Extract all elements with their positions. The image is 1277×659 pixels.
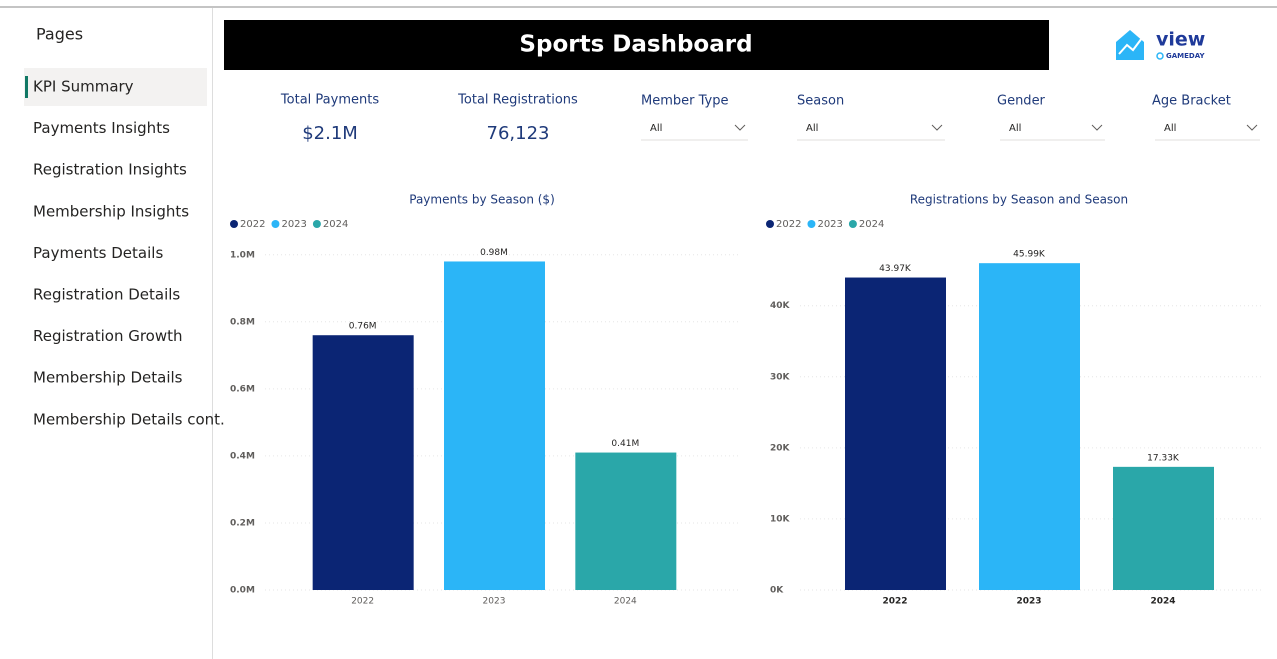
page-link[interactable]: Registration Insights	[33, 161, 187, 179]
data-label: 0.76M	[349, 322, 377, 332]
bar	[575, 452, 677, 590]
legend-label: 2024	[323, 219, 348, 230]
legend-swatch	[848, 220, 857, 228]
legend-label: 2023	[817, 219, 842, 230]
sidebar-title: Pages	[36, 25, 83, 44]
x-tick-label: 2022	[882, 597, 907, 607]
page-link[interactable]: Membership Insights	[33, 202, 189, 220]
kpi-label: Total Payments	[280, 93, 379, 108]
x-tick-label: 2023	[483, 597, 506, 607]
x-tick-label: 2024	[614, 597, 637, 607]
chart-title: Registrations by Season and Season	[910, 193, 1128, 207]
x-tick-label: 2022	[351, 597, 374, 607]
dropdown[interactable]	[641, 117, 748, 139]
logo-name: view	[1156, 29, 1205, 51]
y-tick-label: 40K	[770, 301, 791, 311]
dropdown[interactable]	[797, 117, 945, 139]
logo: view GAMEDAY	[1116, 29, 1205, 60]
logo-dot	[1156, 52, 1164, 60]
y-tick-label: 30K	[770, 372, 791, 382]
dropdown-value: All	[1009, 123, 1021, 134]
y-tick-label: 1.0M	[230, 250, 255, 260]
logo-line	[1118, 37, 1143, 55]
legend-swatch	[312, 220, 321, 228]
x-tick-label: 2023	[1016, 597, 1041, 607]
data-label: 17.33K	[1147, 453, 1180, 463]
page-link[interactable]: Payments Insights	[33, 119, 170, 137]
filter-label: Age Bracket	[1152, 94, 1231, 109]
filter-label: Gender	[997, 94, 1046, 109]
dropdown[interactable]	[1155, 117, 1260, 139]
dropdown-value: All	[1164, 123, 1176, 134]
legend-swatch	[766, 220, 774, 228]
data-label: 45.99K	[1013, 250, 1046, 260]
dropdown-chevron	[1246, 124, 1258, 131]
chart-title: Payments by Season ($)	[409, 193, 555, 207]
page-link[interactable]: Membership Details cont.	[33, 410, 225, 428]
filter-label: Member Type	[641, 94, 728, 109]
page-link[interactable]: Membership Details	[33, 369, 183, 387]
kpi-value: 76,123	[487, 123, 550, 144]
dropdown[interactable]	[1000, 117, 1105, 139]
page-link[interactable]: Registration Details	[33, 286, 180, 304]
filter-label: Season	[797, 94, 844, 109]
logo-brand: GAMEDAY	[1166, 52, 1205, 60]
dropdown-chevron	[1091, 124, 1103, 131]
bar	[444, 261, 545, 590]
active-page-bg	[24, 68, 207, 106]
dropdown-chevron	[734, 124, 746, 131]
y-tick-label: 0.4M	[230, 451, 255, 461]
page-link[interactable]: Registration Growth	[33, 327, 183, 345]
legend-label: 2024	[859, 219, 884, 230]
dropdown-value: All	[650, 123, 662, 134]
y-tick-label: 0.2M	[230, 518, 255, 528]
x-tick-label: 2024	[1150, 597, 1175, 607]
header-bar	[224, 20, 1049, 70]
active-page-indicator	[25, 76, 28, 98]
legend-swatch	[271, 220, 280, 228]
bar	[845, 277, 946, 590]
y-tick-label: 20K	[770, 443, 791, 453]
page-link[interactable]: KPI Summary	[33, 78, 134, 96]
y-tick-label: 0K	[770, 586, 784, 596]
kpi-label: Total Registrations	[457, 93, 578, 108]
data-label: 0.41M	[611, 439, 639, 449]
dropdown-chevron	[931, 124, 943, 131]
y-tick-label: 0.6M	[230, 384, 255, 394]
legend-label: 2022	[240, 219, 265, 230]
data-label: 0.98M	[480, 248, 508, 258]
legend-swatch	[230, 220, 238, 228]
kpi-value: $2.1M	[302, 123, 358, 144]
legend-label: 2023	[281, 219, 306, 230]
legend-swatch	[807, 220, 816, 228]
page-link[interactable]: Payments Details	[33, 244, 163, 262]
bar	[979, 263, 1080, 590]
header-title: Sports Dashboard	[519, 32, 752, 58]
y-tick-label: 0.8M	[230, 317, 255, 327]
dropdown-value: All	[806, 123, 818, 134]
legend-label: 2022	[776, 219, 801, 230]
bar	[312, 335, 414, 590]
logo-icon	[1116, 30, 1144, 60]
y-tick-label: 0.0M	[230, 586, 255, 596]
data-label: 43.97K	[879, 264, 912, 274]
y-tick-label: 10K	[770, 514, 791, 524]
bar	[1113, 466, 1214, 590]
